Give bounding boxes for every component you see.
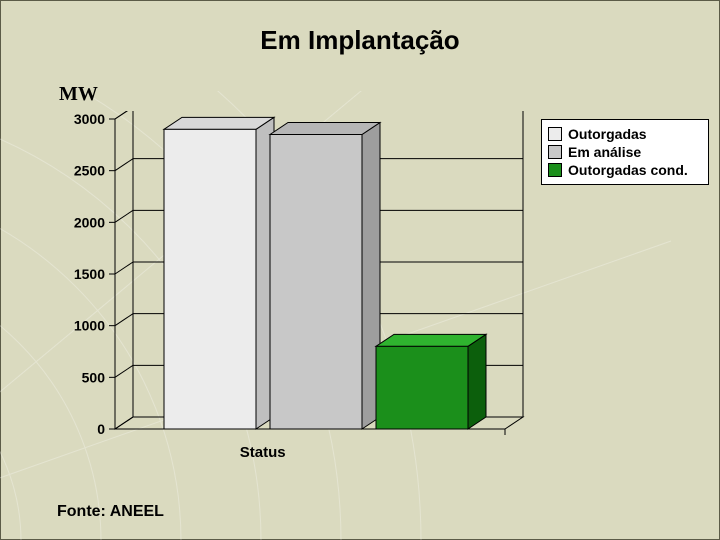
legend-swatch bbox=[548, 127, 562, 141]
legend-label: Em análise bbox=[568, 144, 641, 160]
legend: Outorgadas Em análise Outorgadas cond. bbox=[541, 119, 709, 185]
bar-front bbox=[164, 129, 256, 429]
y-axis-label: MW bbox=[59, 83, 98, 106]
source-footer: Fonte: ANEEL bbox=[57, 503, 164, 521]
page-title: Em Implantação bbox=[1, 25, 719, 56]
bar-top bbox=[164, 117, 274, 129]
bar-front bbox=[270, 135, 362, 430]
bar-side bbox=[468, 334, 486, 429]
bar-front bbox=[376, 346, 468, 429]
legend-item: Outorgadas bbox=[548, 126, 702, 142]
bar-top bbox=[270, 123, 380, 135]
ytick-label: 0 bbox=[97, 421, 105, 437]
legend-swatch bbox=[548, 163, 562, 177]
legend-item: Outorgadas cond. bbox=[548, 162, 702, 178]
ytick-label: 1000 bbox=[74, 318, 105, 334]
legend-swatch bbox=[548, 145, 562, 159]
legend-label: Outorgadas bbox=[568, 126, 647, 142]
legend-label: Outorgadas cond. bbox=[568, 162, 688, 178]
ytick-label: 500 bbox=[82, 369, 106, 385]
bar-chart: 0 500 1000 1500 2000 2500 3000 Status bbox=[51, 111, 531, 481]
ytick-label: 1500 bbox=[74, 266, 105, 282]
ytick-label: 2000 bbox=[74, 214, 105, 230]
bar-top bbox=[376, 334, 486, 346]
x-axis-label: Status bbox=[240, 444, 286, 461]
legend-item: Em análise bbox=[548, 144, 702, 160]
slide-root: Em Implantação MW 0 500 1000 1500 2000 2500 30… bbox=[0, 0, 720, 540]
ytick-label: 2500 bbox=[74, 163, 105, 179]
ytick-label: 3000 bbox=[74, 111, 105, 127]
